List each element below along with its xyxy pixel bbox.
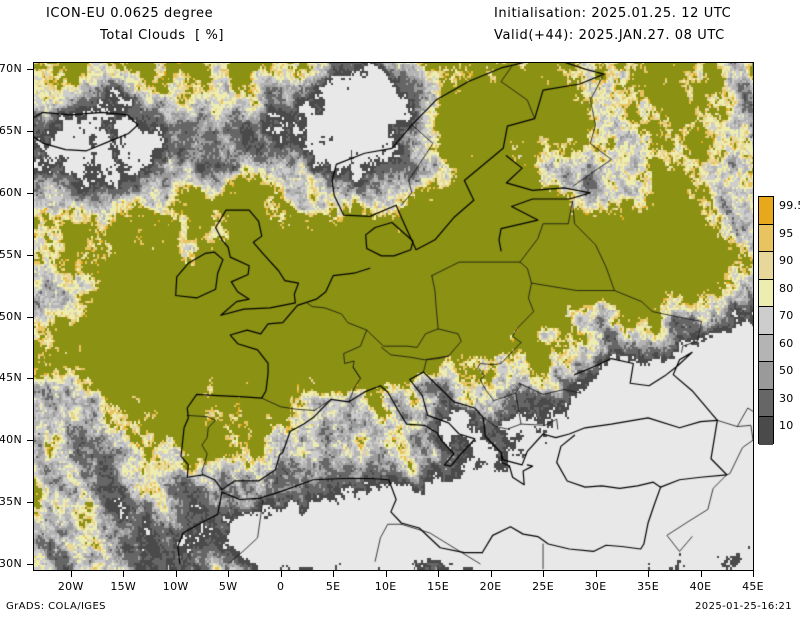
colorbar-divider	[758, 223, 774, 225]
latitude-tick-mark	[27, 378, 33, 380]
latitude-tick-label: 35N	[0, 494, 22, 508]
colorbar-segment	[759, 224, 773, 253]
longitude-tick-label: 0	[277, 580, 285, 593]
colorbar-divider	[758, 278, 774, 280]
longitude-tick-label: 40E	[689, 580, 712, 593]
longitude-tick-mark	[385, 571, 387, 577]
model-title: ICON-EU 0.0625 degree	[46, 6, 214, 21]
longitude-tick-label: 20W	[57, 580, 84, 593]
longitude-tick-mark	[753, 571, 754, 577]
footer-attribution: GrADS: COLA/IGES	[6, 601, 106, 612]
latitude-tick-label: 55N	[0, 247, 22, 261]
colorbar-tick-label: 95	[779, 226, 794, 240]
cloud-cover-map	[34, 63, 753, 570]
latitude-tick-mark	[27, 69, 33, 71]
colorbar-segment	[759, 197, 773, 225]
latitude-tick-mark	[27, 501, 33, 503]
longitude-tick-label: 20E	[479, 580, 502, 593]
colorbar-divider	[758, 388, 774, 390]
latitude-tick-mark	[27, 316, 33, 318]
longitude-tick-mark	[648, 571, 650, 577]
colorbar-segment	[759, 252, 773, 280]
colorbar-divider	[758, 306, 774, 308]
longitude-tick-mark	[438, 571, 440, 577]
latitude-tick-mark	[27, 563, 33, 565]
latitude-tick-label: 60N	[0, 185, 22, 199]
colorbar-tick-label: 70	[779, 309, 794, 323]
latitude-tick-label: 40N	[0, 433, 22, 447]
longitude-tick-mark	[228, 571, 230, 577]
valid-time: Valid(+44): 2025.JAN.27. 08 UTC	[494, 28, 725, 43]
colorbar-tick-label: 50	[779, 364, 794, 378]
colorbar-tick-label: 30	[779, 391, 794, 405]
footer-timestamp: 2025-01-25-16:21	[695, 601, 792, 612]
colorbar-scale	[758, 196, 774, 445]
longitude-tick-label: 45E	[742, 580, 764, 593]
longitude-tick-mark	[333, 571, 335, 577]
latitude-tick-mark	[27, 254, 33, 256]
longitude-tick-mark	[280, 571, 282, 577]
latitude-tick-label: 65N	[0, 124, 22, 137]
colorbar-segment	[759, 362, 773, 390]
colorbar-divider	[758, 251, 774, 253]
longitude-tick-mark	[595, 571, 597, 577]
longitude-tick-mark	[490, 571, 492, 577]
colorbar-tick-label: 90	[779, 254, 794, 268]
longitude-tick-label: 25E	[532, 580, 554, 593]
colorbar-tick-label: 80	[779, 281, 794, 295]
latitude-tick-label: 50N	[0, 309, 22, 323]
latitude-tick-mark	[27, 440, 33, 442]
colorbar-segment	[759, 334, 773, 363]
longitude-tick-label: 35E	[637, 580, 659, 593]
colorbar-segment	[759, 279, 773, 308]
longitude-tick-mark	[70, 571, 72, 577]
longitude-tick-label: 30E	[584, 580, 607, 593]
colorbar-tick-label: 99.5	[779, 199, 800, 212]
latitude-tick-mark	[27, 192, 33, 194]
colorbar-segment	[759, 417, 773, 445]
colorbar-divider	[758, 361, 774, 363]
map-plot-area	[33, 62, 754, 571]
longitude-tick-mark	[700, 571, 702, 577]
longitude-tick-mark	[543, 571, 545, 577]
colorbar-divider	[758, 416, 774, 418]
longitude-tick-label: 15W	[110, 580, 137, 593]
colorbar-segment	[759, 389, 773, 418]
colorbar-tick-label: 60	[779, 336, 794, 350]
latitude-tick-mark	[27, 131, 33, 132]
initialisation-time: Initialisation: 2025.01.25. 12 UTC	[494, 6, 732, 21]
longitude-tick-label: 10E	[374, 580, 397, 593]
longitude-tick-label: 15E	[427, 580, 450, 593]
latitude-tick-label: 30N	[0, 556, 22, 570]
longitude-tick-mark	[175, 571, 177, 577]
longitude-tick-mark	[123, 571, 125, 577]
colorbar-tick-label: 10	[779, 419, 794, 433]
longitude-tick-label: 5W	[218, 580, 238, 593]
longitude-tick-label: 10W	[162, 580, 189, 593]
latitude-tick-label: 45N	[0, 371, 22, 385]
longitude-tick-label: 5E	[325, 580, 341, 593]
colorbar-segment	[759, 307, 773, 335]
colorbar-divider	[758, 333, 774, 335]
latitude-tick-label: 70N	[0, 62, 22, 76]
field-title: Total Clouds [ %]	[100, 28, 225, 43]
